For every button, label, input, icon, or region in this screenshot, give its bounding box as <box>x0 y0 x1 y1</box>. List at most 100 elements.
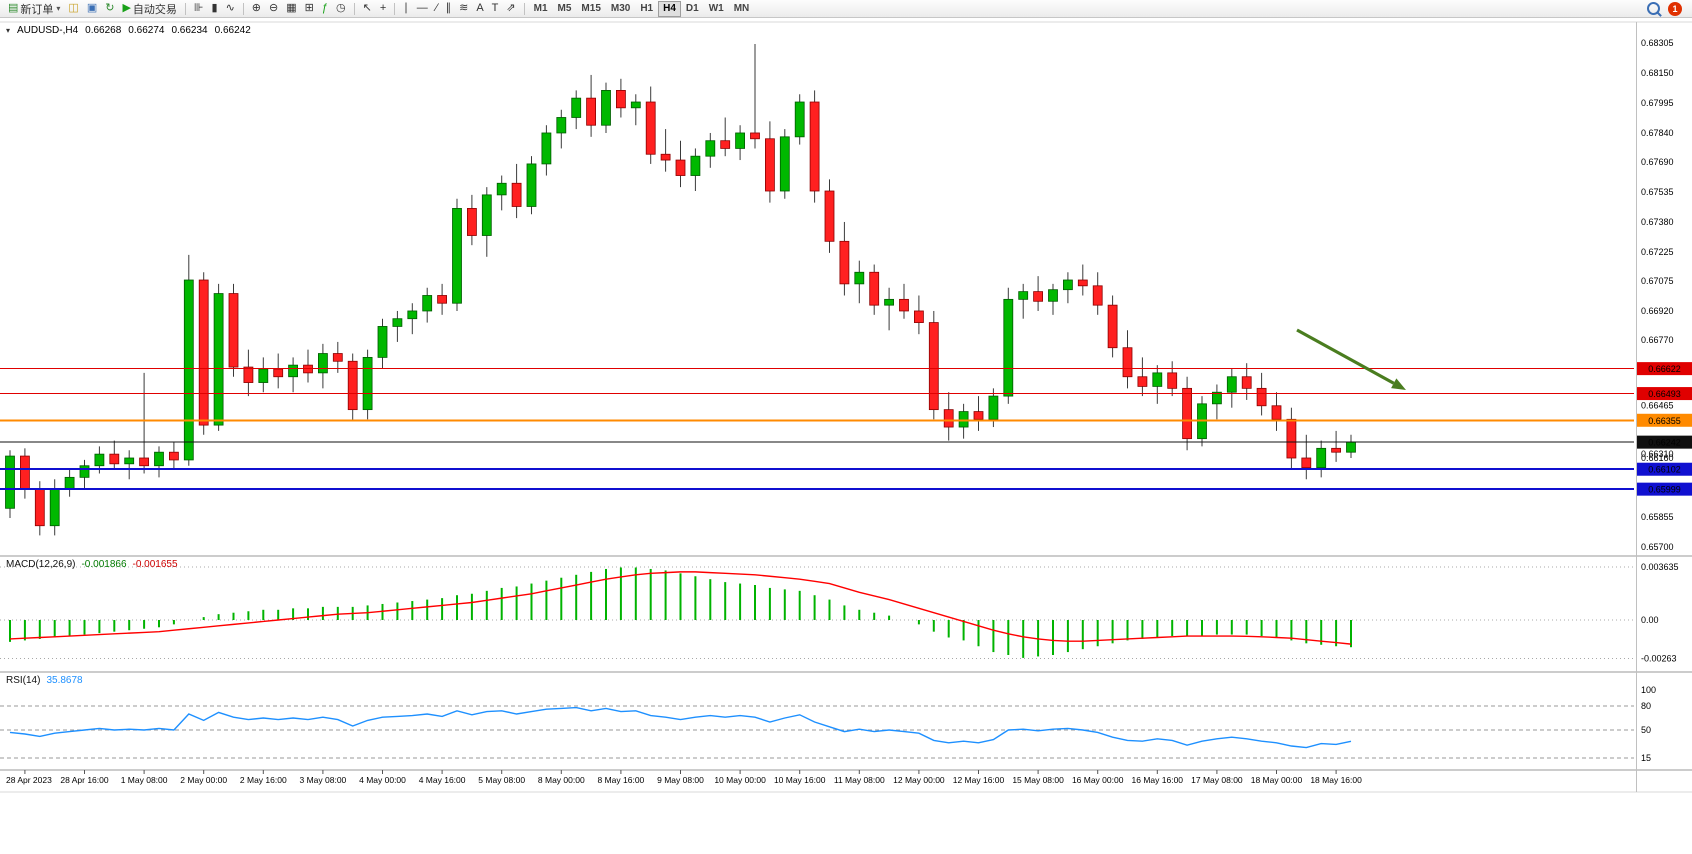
rsi-pane[interactable] <box>0 705 1634 759</box>
candle <box>1092 285 1103 306</box>
notification-badge[interactable]: 1 <box>1668 1 1682 16</box>
candle <box>273 368 284 378</box>
text-label-button[interactable]: T <box>488 1 503 17</box>
candle <box>258 368 269 383</box>
candle <box>541 132 552 165</box>
price-badge: 0.66242 <box>1648 438 1681 448</box>
tf-m5-button[interactable]: M5 <box>553 1 577 17</box>
price-badge: 0.66622 <box>1648 364 1681 374</box>
charts-window-button[interactable]: ◫ <box>64 1 82 17</box>
new-order-icon: ▤ <box>8 2 19 14</box>
macd-histogram <box>9 567 1352 658</box>
main-toolbar: ▤ 新订单 ▾ ◫ ▣ ↻ ▶ 自动交易 ⊪ ▮ ∿ ⊕ ⊖ ▦ ⊞ ƒ ◷ ↖ + ∣ ― ∕ ∥ ≋ A T ⇗ M1 M5 M15 M… <box>0 0 1692 18</box>
search-icon[interactable] <box>1647 2 1660 15</box>
rsi-tick-label: 50 <box>1641 725 1651 735</box>
candle <box>1346 441 1356 453</box>
candle <box>466 208 477 236</box>
candle <box>64 476 75 490</box>
horizontal-line-button[interactable]: ― <box>413 1 432 17</box>
candle <box>824 190 835 242</box>
time-axis-label: 12 May 00:00 <box>893 775 945 785</box>
tile-windows-icon: ▦ <box>286 2 297 14</box>
line-chart-button[interactable]: ∿ <box>222 1 239 17</box>
tile-windows-button[interactable]: ▦ <box>282 1 300 17</box>
rsi-line <box>9 706 1352 749</box>
rsi-tick-label: 80 <box>1641 701 1651 711</box>
tf-m15-button[interactable]: M15 <box>576 1 605 17</box>
price-tick-label: 0.66770 <box>1641 335 1674 345</box>
tf-m1-button[interactable]: M1 <box>529 1 553 17</box>
toolbar-right-group: 1 <box>1647 1 1688 16</box>
rsi-value: 35.8678 <box>46 675 83 686</box>
vertical-line-button[interactable]: ∣ <box>399 1 413 17</box>
bar-chart-button[interactable]: ⊪ <box>190 1 208 17</box>
tf-d1-button[interactable]: D1 <box>681 1 704 17</box>
zoom-in-icon: ⊕ <box>251 2 262 14</box>
price-tick-label: 0.65700 <box>1641 542 1674 552</box>
tf-h4-button[interactable]: H4 <box>658 0 681 17</box>
trendline-button[interactable]: ∕ <box>432 1 442 17</box>
trend-arrow-object[interactable] <box>1296 328 1406 390</box>
line-chart-icon: ∿ <box>225 2 235 14</box>
zoom-out-button[interactable]: ⊖ <box>265 1 282 17</box>
equidistant-channel-button[interactable]: ∥ <box>442 1 456 17</box>
autotrading-button[interactable]: ▶ 自动交易 <box>118 1 180 17</box>
profiles-icon: ▣ <box>86 2 98 14</box>
fibonacci-button[interactable]: ≋ <box>455 1 472 17</box>
price-tick-label: 0.67840 <box>1641 128 1674 138</box>
tf-h1-button[interactable]: H1 <box>635 1 658 17</box>
candle <box>1212 391 1222 405</box>
arrows-button[interactable]: ⇗ <box>502 1 519 17</box>
macd-pane[interactable] <box>0 566 1634 659</box>
candle <box>1182 387 1192 440</box>
rsi-tick-label: 15 <box>1641 753 1651 763</box>
text-button[interactable]: A <box>472 1 487 17</box>
bar-chart-icon: ⊪ <box>193 2 204 14</box>
price-tick-label: 0.65855 <box>1641 512 1674 522</box>
candle <box>94 453 105 467</box>
price-badge: 0.66493 <box>1648 389 1681 399</box>
candle <box>526 163 537 207</box>
price-tick-label: 0.67225 <box>1641 247 1674 257</box>
new-chart-button[interactable]: ⊞ <box>301 1 318 17</box>
candle <box>34 488 45 527</box>
time-axis-label: 12 May 16:00 <box>953 775 1005 785</box>
candle <box>124 457 135 465</box>
candle <box>705 140 716 157</box>
time-axis-label: 2 May 00:00 <box>180 775 227 785</box>
refresh-button[interactable]: ↻ <box>101 1 118 17</box>
time-axis-label: 15 May 08:00 <box>1012 775 1064 785</box>
tf-m30-button[interactable]: M30 <box>606 1 635 17</box>
tf-mn-button[interactable]: MN <box>729 1 755 17</box>
price-tick-label: 0.66920 <box>1641 306 1674 316</box>
tf-w1-button[interactable]: W1 <box>704 1 729 17</box>
candle <box>571 97 582 118</box>
candle <box>139 457 150 467</box>
time-axis-label: 9 May 08:00 <box>657 775 704 785</box>
cursor-button[interactable]: ↖ <box>359 1 376 17</box>
profiles-button[interactable]: ▣ <box>83 1 101 17</box>
zoom-in-button[interactable]: ⊕ <box>248 1 265 17</box>
indicators-button[interactable]: ƒ <box>318 1 332 17</box>
new-order-button[interactable]: ▤ 新订单 ▾ <box>4 1 64 17</box>
candle <box>854 271 865 285</box>
price-badge: 0.66355 <box>1648 416 1681 426</box>
chart-dropdown-icon[interactable]: ▾ <box>6 26 11 35</box>
candle <box>1122 347 1133 378</box>
toolbar-separator <box>242 2 244 15</box>
macd-main-value: -0.001866 <box>81 559 127 570</box>
crosshair-button[interactable]: + <box>376 1 390 17</box>
time-axis-label: 5 May 08:00 <box>478 775 525 785</box>
candle <box>481 194 492 236</box>
candle <box>511 182 522 207</box>
periods-button[interactable]: ◷ <box>332 1 350 17</box>
chart-symbol-header: ▾ AUDUSD-,H4 0.66268 0.66274 0.66234 0.6… <box>6 25 251 36</box>
candlestick-chart-button[interactable]: ▮ <box>208 1 222 17</box>
candle <box>899 298 909 312</box>
price-badge: 0.66102 <box>1648 465 1681 475</box>
quote-low: 0.66234 <box>171 25 208 36</box>
candle <box>601 90 611 126</box>
candle <box>154 451 164 467</box>
